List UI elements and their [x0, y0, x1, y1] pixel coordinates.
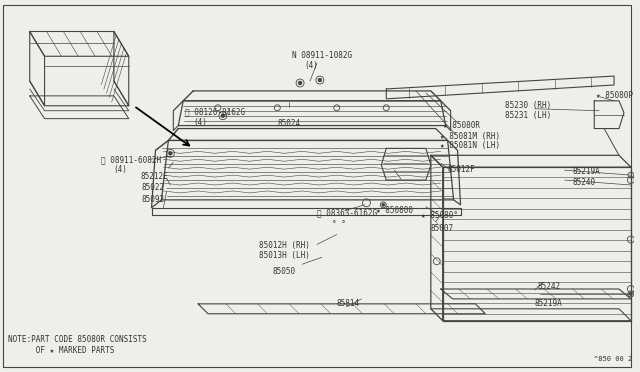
Text: 85242: 85242 [538, 282, 561, 291]
Text: Ⓑ 08126-8162G: Ⓑ 08126-8162G [185, 108, 245, 117]
Text: 85092: 85092 [141, 195, 164, 204]
Text: ⓝ 08911-6082H: ⓝ 08911-6082H [101, 155, 161, 164]
Circle shape [221, 114, 225, 117]
Text: ★ 85081N (LH): ★ 85081N (LH) [440, 141, 500, 150]
Text: ★ 850800: ★ 850800 [376, 206, 413, 215]
Text: (4): (4) [304, 61, 318, 70]
Text: 85050: 85050 [273, 267, 296, 276]
Text: 85814: 85814 [337, 299, 360, 308]
Text: 85013H (LH): 85013H (LH) [259, 251, 310, 260]
Text: 85231 (LH): 85231 (LH) [505, 111, 551, 120]
Circle shape [630, 293, 632, 295]
Text: (4): (4) [193, 118, 207, 126]
Text: 85012H (RH): 85012H (RH) [259, 241, 310, 250]
Text: 85219A: 85219A [535, 299, 563, 308]
Text: ★ 85080P: ★ 85080P [596, 91, 633, 100]
Text: 85219A: 85219A [572, 167, 600, 176]
Text: ° °: ° ° [332, 220, 346, 229]
Text: (4): (4) [113, 165, 127, 174]
Text: 85230 (RH): 85230 (RH) [505, 101, 551, 110]
Text: 85024: 85024 [277, 119, 300, 128]
Text: ^850 00 2: ^850 00 2 [595, 356, 632, 362]
Text: 85007: 85007 [431, 224, 454, 232]
Text: ★ 85080R: ★ 85080R [443, 121, 480, 129]
Text: NOTE:PART CODE 85080R CONSISTS: NOTE:PART CODE 85080R CONSISTS [8, 334, 147, 344]
Text: OF ★ MARKED PARTS: OF ★ MARKED PARTS [8, 346, 115, 355]
Text: 85240: 85240 [572, 178, 596, 187]
Text: N 08911-1082G: N 08911-1082G [292, 51, 352, 60]
Text: Ⓢ 08363-6162G: Ⓢ 08363-6162G [317, 209, 377, 218]
Text: ★ 85080°: ★ 85080° [421, 211, 458, 220]
Text: 85212E: 85212E [141, 172, 168, 181]
Text: ★ 85081M (RH): ★ 85081M (RH) [440, 132, 500, 141]
Circle shape [299, 81, 301, 84]
Circle shape [382, 203, 385, 206]
Text: 85022: 85022 [141, 183, 164, 192]
Circle shape [319, 78, 321, 81]
Circle shape [169, 152, 172, 155]
Text: 85012F: 85012F [447, 165, 476, 174]
